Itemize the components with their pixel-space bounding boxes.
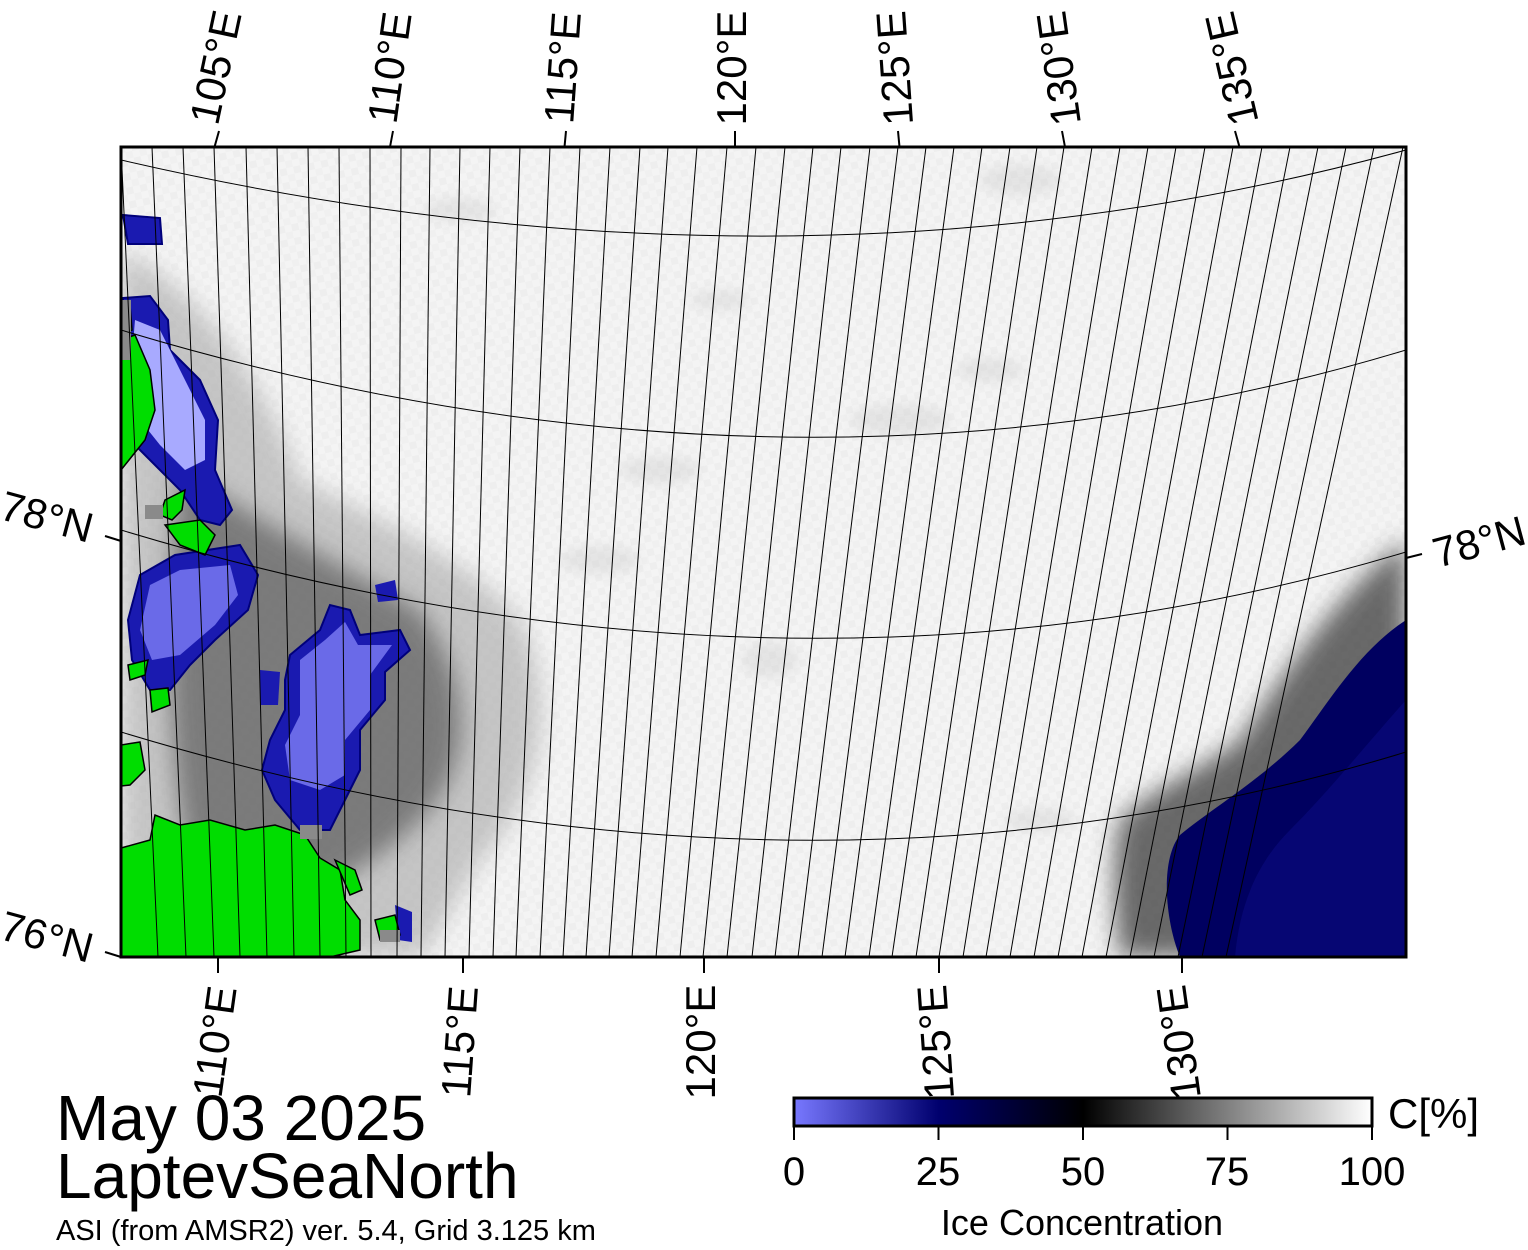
meridian-line <box>1081 147 1234 957</box>
parallel-line <box>121 529 1406 639</box>
meridian-line <box>915 147 1038 957</box>
colorbar-tick-label: 0 <box>782 1150 806 1194</box>
meridian-line <box>868 147 983 957</box>
meridian-line <box>938 147 1065 957</box>
axis-tick <box>1061 130 1066 148</box>
meridian-line <box>608 147 669 957</box>
meridian-line <box>515 147 551 957</box>
meridian-line <box>844 147 955 957</box>
region-name: LaptevSeaNorth <box>56 1140 519 1212</box>
parallel-line <box>121 329 1406 438</box>
top-longitude-label: 135°E <box>1196 8 1268 131</box>
left-latitude-label: 78°N <box>0 482 98 552</box>
colorbar-gradient <box>792 1096 1374 1128</box>
meridian-line <box>396 147 402 957</box>
meridian-line <box>213 147 241 957</box>
meridian-line <box>1033 147 1177 957</box>
colorbar-tick-label: 50 <box>1060 1150 1106 1194</box>
axis-tick <box>563 130 567 148</box>
bottom-longitude-label: 130°E <box>1147 982 1210 1102</box>
meridian-line <box>492 147 521 957</box>
colorbar-tick-label: 75 <box>1204 1150 1250 1194</box>
parallel-line <box>121 731 1406 841</box>
right-latitude-label: 78°N <box>1428 507 1528 577</box>
meridian-line <box>307 147 321 957</box>
meridian-line <box>751 147 842 957</box>
map-frame <box>119 145 1408 959</box>
meridian-line <box>276 147 295 957</box>
meridian-line <box>1129 147 1291 957</box>
coast-mask <box>121 300 400 942</box>
bottom-longitude-label: 120°E <box>677 985 724 1100</box>
colorbar-ticks <box>793 1126 1373 1140</box>
meridian-line <box>562 147 611 957</box>
parallel-line <box>121 149 1406 237</box>
meridian-line <box>702 147 786 957</box>
meridian-line <box>1009 147 1149 957</box>
map-date: May 03 2025 <box>56 1082 427 1154</box>
meridian-line <box>121 147 159 957</box>
meridian-line <box>245 147 268 957</box>
axis-labels: 105°E 110°E 115°E 120°E 125°E 130°E 135°E110°E… <box>0 6 1528 1102</box>
meridian-line <box>151 147 187 957</box>
meridian-line <box>797 147 899 957</box>
top-longitude-label: 105°E <box>181 6 251 128</box>
meridian-line <box>821 147 927 957</box>
meridian-line <box>1225 147 1404 957</box>
colorbar-title: Ice Concentration <box>940 1202 1224 1243</box>
top-longitude-label: 120°E <box>708 11 755 126</box>
bottom-longitude-label: 115°E <box>432 984 487 1099</box>
axis-tick <box>104 951 122 958</box>
top-longitude-label: 125°E <box>867 9 922 127</box>
meridian-line <box>891 147 1011 957</box>
colorbar <box>792 1096 1374 1140</box>
map-content <box>121 147 1406 957</box>
meridian-line <box>962 147 1093 957</box>
axis-tick <box>1405 553 1423 559</box>
top-longitude-label: 115°E <box>535 10 590 125</box>
colorbar-tick-label: 100 <box>1338 1150 1406 1194</box>
meridian-line <box>631 147 698 957</box>
axis-tick <box>389 130 394 148</box>
meridian-line <box>468 147 491 957</box>
meridian-line <box>985 147 1121 957</box>
meridian-line <box>726 147 814 957</box>
top-longitude-label: 110°E <box>359 9 421 126</box>
meridian-line <box>679 147 757 957</box>
meridian-line <box>1105 147 1263 957</box>
left-latitude-label: 76°N <box>0 902 98 972</box>
graticule <box>121 147 1406 957</box>
meridian-line <box>1057 147 1206 957</box>
bottom-longitude-label: 125°E <box>908 983 963 1101</box>
axis-tick <box>104 535 122 542</box>
meridian-line <box>1177 147 1347 957</box>
axis-tick <box>213 130 220 148</box>
source-note: ASI (from AMSR2) ver. 5.4, Grid 3.125 km <box>56 1215 596 1247</box>
meridian-line <box>369 147 372 957</box>
top-longitude-label: 130°E <box>1027 8 1090 128</box>
meridian-line <box>338 147 347 957</box>
meridian-line <box>444 147 461 957</box>
colorbar-tick-label: 25 <box>915 1150 961 1194</box>
axis-tick <box>897 130 901 148</box>
meridian-line <box>655 147 728 957</box>
meridian-line <box>1201 147 1375 957</box>
meridian-line <box>1153 147 1319 957</box>
axis-tick <box>1234 130 1241 148</box>
meridian-line <box>420 147 431 957</box>
polynya-west <box>121 213 412 942</box>
meridian-line <box>539 147 581 957</box>
ice-texture <box>424 164 1076 832</box>
meridian-line <box>774 147 871 957</box>
meridian-line <box>585 147 641 957</box>
colorbar-unit: C[%] <box>1388 1090 1480 1137</box>
